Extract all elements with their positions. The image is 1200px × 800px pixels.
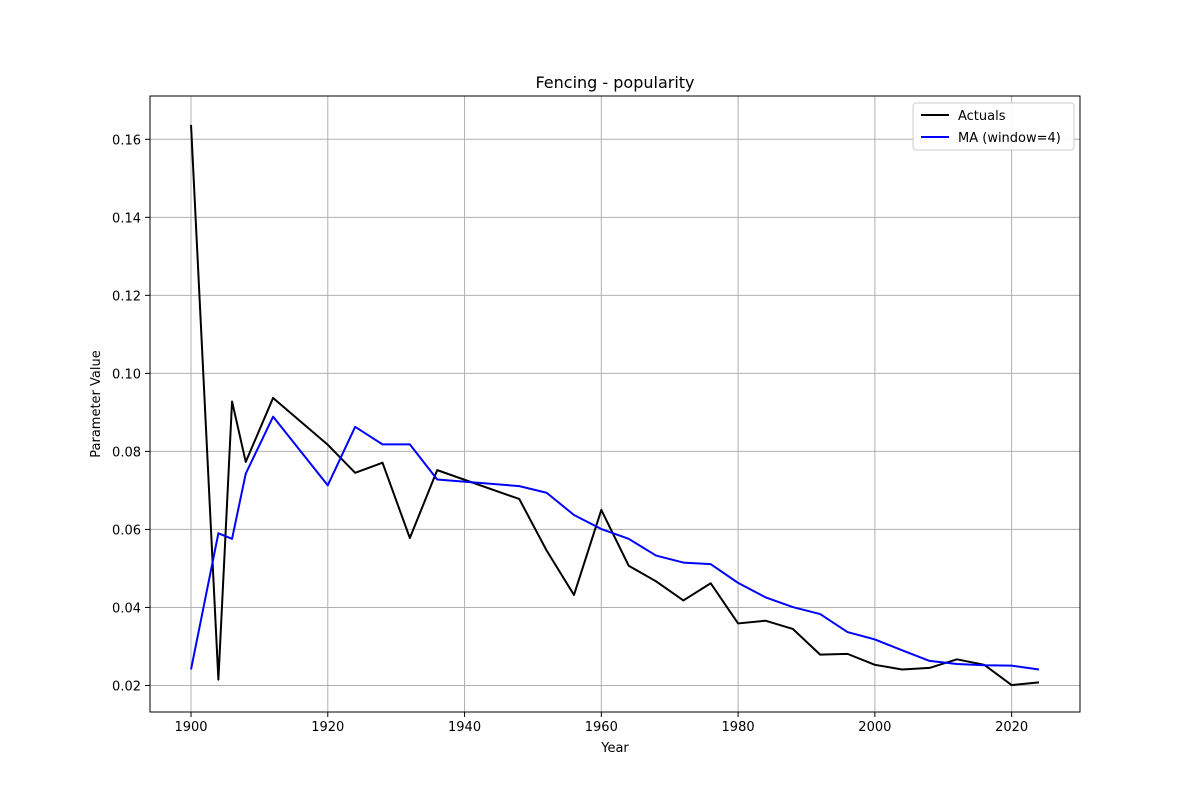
chart-title: Fencing - popularity xyxy=(535,73,694,92)
grid-lines xyxy=(150,96,1080,712)
x-tick-label: 1920 xyxy=(311,720,344,735)
x-tick-label: 1900 xyxy=(174,720,207,735)
y-tick-label: 0.06 xyxy=(112,523,141,538)
y-tick-label: 0.02 xyxy=(112,679,141,694)
y-axis: 0.02 0.04 0.06 0.08 0.10 0.12 0.14 0.16 xyxy=(112,133,150,694)
y-tick-label: 0.10 xyxy=(112,367,141,382)
plot-area-frame xyxy=(149,95,1081,713)
x-axis: 1900 1920 1940 1960 1980 2000 2020 xyxy=(174,712,1028,735)
y-tick-label: 0.14 xyxy=(112,211,141,226)
series-lines xyxy=(190,124,1040,687)
x-tick-label: 1980 xyxy=(722,720,755,735)
x-tick-label: 1940 xyxy=(448,720,481,735)
legend-box xyxy=(912,102,1075,151)
y-tick-label: 0.08 xyxy=(112,445,141,460)
legend-label-actuals: Actuals xyxy=(958,109,1006,124)
x-tick-label: 1960 xyxy=(585,720,618,735)
legend: Actuals MA (window=4) xyxy=(912,102,1075,151)
y-tick-label: 0.04 xyxy=(112,601,141,616)
series-line-ma-window-4 xyxy=(190,415,1040,671)
legend-label-moving-average: MA (window=4) xyxy=(958,131,1061,146)
x-axis-label: Year xyxy=(600,741,629,756)
y-tick-label: 0.12 xyxy=(112,289,141,304)
y-tick-label: 0.16 xyxy=(112,133,141,148)
y-axis-label: Parameter Value xyxy=(89,350,104,457)
x-tick-label: 2020 xyxy=(995,720,1028,735)
series-line-actuals xyxy=(190,124,1040,687)
x-tick-label: 2000 xyxy=(858,720,891,735)
